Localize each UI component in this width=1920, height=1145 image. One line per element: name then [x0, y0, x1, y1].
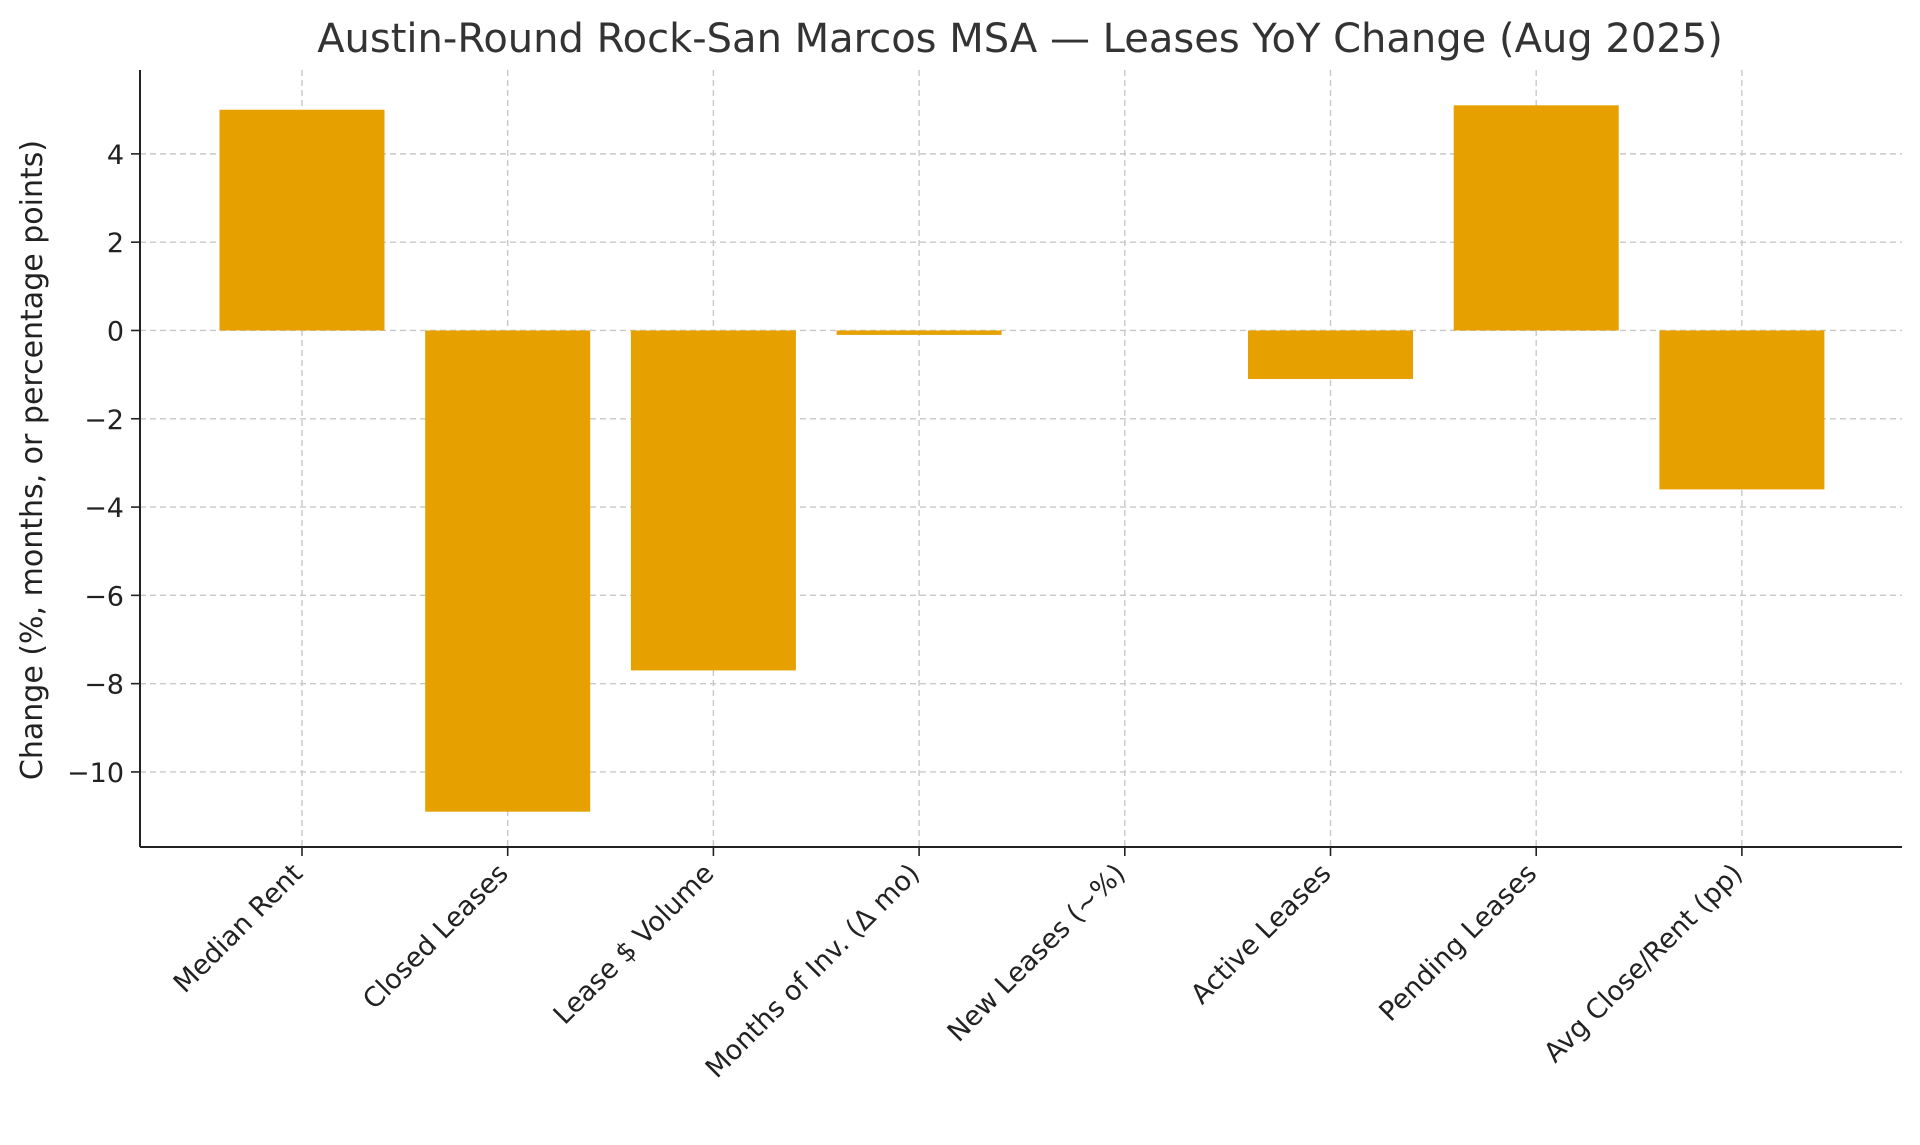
y-tick-label: 4 [107, 140, 124, 171]
bar [1453, 105, 1619, 331]
chart-title: Austin-Round Rock-San Marcos MSA — Lease… [317, 16, 1723, 62]
x-tick-label: Lease $ Volume [548, 858, 721, 1031]
grid [140, 70, 1902, 847]
y-tick-label: 2 [107, 228, 124, 259]
bar [1659, 330, 1825, 490]
bars [219, 105, 1825, 812]
x-tick-label: Active Leases [1185, 858, 1337, 1010]
x-tick-label: Avg Close/Rent (pp) [1538, 858, 1749, 1069]
bar [1248, 330, 1413, 380]
bar [836, 330, 1002, 335]
y-axis-label: Change (%, months, or percentage points) [15, 140, 50, 780]
x-tick-label: Median Rent [168, 858, 309, 999]
y-tick-label: −2 [84, 405, 124, 436]
x-tick-label: New Leases (~%) [942, 858, 1132, 1048]
x-ticks: Median Rent Closed Leases Lease $ VolumeMo… [168, 847, 1749, 1084]
x-tick-label: Months of Inv. (Δ mo) [700, 858, 926, 1084]
y-tick-label: −10 [67, 758, 124, 789]
y-tick-label: −8 [84, 670, 124, 701]
axes [139, 70, 1902, 848]
y-tick-label: −4 [84, 493, 124, 524]
y-tick-label: 0 [107, 316, 124, 347]
y-ticks: 4 2 0 −2 −4 −6 −8 −10 [67, 140, 140, 789]
bar [219, 109, 385, 331]
y-tick-label: −6 [84, 581, 124, 612]
bar [425, 330, 591, 812]
x-tick-label: Pending Leases [1373, 858, 1543, 1028]
x-tick-label: Closed Leases [357, 858, 515, 1016]
bar [630, 330, 796, 671]
